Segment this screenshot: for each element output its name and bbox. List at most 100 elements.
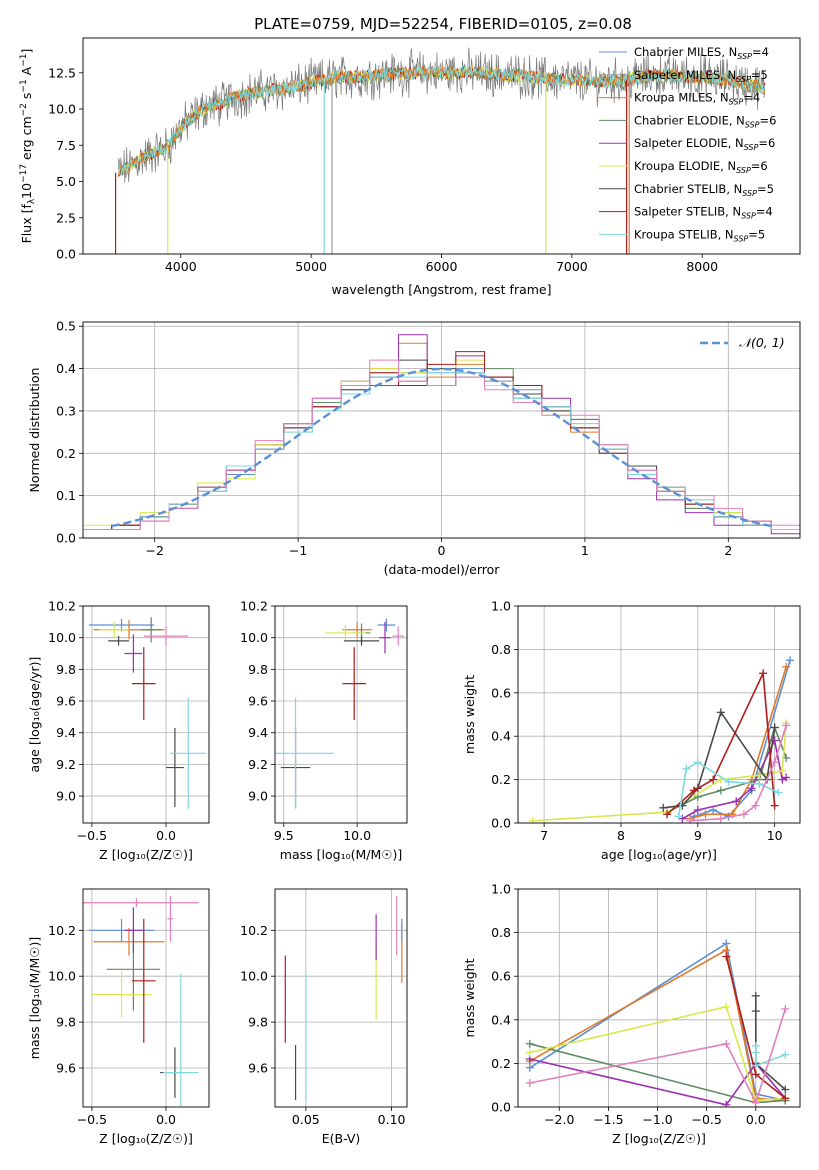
legend-label: Kroupa STELIB, NSSP=5 <box>634 227 765 243</box>
age_vs_Z-ytick-label: 9.4 <box>56 725 76 740</box>
legend-label: Chabrier MILES, NSSP=4 <box>634 45 769 61</box>
legend-label: Chabrier ELODIE, NSSP=6 <box>634 113 776 129</box>
legend-label-sub: SSP <box>729 98 744 107</box>
age_vs_mass-ytick-label: 9.0 <box>248 789 268 804</box>
legend-label: Chabrier STELIB, NSSP=5 <box>634 182 774 198</box>
age_vs_Z-ytick-label: 9.2 <box>56 757 76 772</box>
legend-label-part: Salpeter MILES, N <box>634 68 736 82</box>
weight_vs_age-series-line <box>677 761 779 817</box>
weight_vs_age-lines <box>528 656 795 823</box>
weight_vs_Z-series-line <box>529 1008 787 1105</box>
mass_vs_ebv-points <box>284 895 403 1101</box>
weight_vs_Z-xtick-label: −1.0 <box>642 1112 672 1127</box>
age_vs_mass-xtick-label: 10.0 <box>343 828 371 843</box>
residuals-xtick-label: −1 <box>289 543 307 558</box>
residuals-xtick-label: −2 <box>145 543 163 558</box>
weight_vs_age-xlabel: age [log₁₀(age/yr)] <box>601 847 717 862</box>
spectrum-ytick-label: 12.5 <box>48 65 76 80</box>
age_vs_Z-xtick-label: 0.0 <box>156 828 176 843</box>
mass_vs_ebv-xtick-label: 0.10 <box>378 1112 406 1127</box>
spectrum-ytick-label: 5.0 <box>56 174 76 189</box>
weight_vs_age-series-line <box>690 725 787 822</box>
residuals-hists <box>83 334 800 538</box>
weight_vs_Z-ytick-label: 0.6 <box>491 969 511 984</box>
legend-label-part: Kroupa MILES, N <box>634 91 729 105</box>
legend-label-sub: SSP <box>734 234 749 243</box>
spectrum-ylabel-part: ] <box>19 49 34 54</box>
weight_vs_Z-ytick-label: 0.0 <box>491 1100 511 1115</box>
legend-label-part: =5 <box>748 227 765 241</box>
weight_vs_age-xtick-label: 9 <box>694 828 702 843</box>
mass_vs_Z-points <box>83 895 199 1107</box>
mass_vs_ebv-xlabel: E(B-V) <box>322 1131 361 1146</box>
legend-label-part: Chabrier STELIB, N <box>634 182 742 196</box>
legend-label: Kroupa MILES, NSSP=4 <box>634 91 760 107</box>
age_vs_mass-ytick-label: 10.2 <box>240 599 268 614</box>
weight_vs_age-xtick-label: 10 <box>767 828 783 843</box>
residual-hist-step <box>83 359 800 538</box>
normal-legend-label: 𝒩(0, 1) <box>739 335 785 350</box>
age_vs_mass-points <box>275 618 405 809</box>
residuals-ylabel: Normed distribution <box>27 368 42 493</box>
legend-label: Salpeter STELIB, NSSP=4 <box>634 205 773 221</box>
age_vs_Z-ylabel: age [log₁₀(age/yr)] <box>27 657 42 773</box>
spectrum-ylabel-part: λ <box>27 198 37 204</box>
mass_vs_ebv-ytick-label: 9.6 <box>248 1060 268 1075</box>
spectrum-ylabel-part: erg cm <box>19 116 34 164</box>
age_vs_Z-xtick-label: −0.5 <box>77 828 107 843</box>
legend-label-part: =6 <box>760 113 777 127</box>
residuals-ytick-label: 0.5 <box>56 319 76 334</box>
legend-label-part: Chabrier MILES, N <box>634 45 737 59</box>
mass_vs_Z-ytick-label: 9.6 <box>56 1060 76 1075</box>
age_vs_Z-xlabel: Z [log₁₀(Z/Z☉)] <box>99 847 193 862</box>
residuals-ytick-label: 0.0 <box>56 531 76 546</box>
weight_vs_Z-ytick-label: 0.8 <box>491 925 511 940</box>
age_vs_Z-ytick-label: 9.0 <box>56 789 76 804</box>
weight_vs_age-xtick-label: 7 <box>540 828 548 843</box>
spectrum-ytick-label: 10.0 <box>48 102 76 117</box>
legend-label-sub: SSP <box>742 189 757 198</box>
weight_vs_Z-xlabel: Z [log₁₀(Z/Z☉)] <box>612 1131 706 1146</box>
residuals-ytick-label: 0.2 <box>56 446 76 461</box>
residuals-xtick-label: 1 <box>581 543 589 558</box>
residuals-ytick-label: 0.3 <box>56 403 76 418</box>
age_vs_mass-ytick-label: 9.8 <box>248 662 268 677</box>
spectrum-xtick-label: 8000 <box>686 259 718 274</box>
weight_vs_Z-ylabel: mass weight <box>462 958 477 1037</box>
spectrum-ytick-label: 7.5 <box>56 138 76 153</box>
spectrum-xtick-label: 6000 <box>426 259 458 274</box>
mass_vs_Z-xtick-label: 0.0 <box>156 1112 176 1127</box>
legend-label-part: =6 <box>758 136 775 150</box>
weight_vs_Z-xtick-label: −1.5 <box>593 1112 623 1127</box>
weight_vs_age-ytick-label: 0.2 <box>491 772 511 787</box>
legend-label-part: =4 <box>743 91 760 105</box>
mass_vs_Z-axes: −0.5 0.0 9.6 9.8 10.0 10.2 Z [log₁₀(Z/Z☉)] mass… <box>27 889 209 1146</box>
spectrum-xlabel: wavelength [Angstrom, rest frame] <box>331 282 551 297</box>
mass_vs_Z-ytick-label: 10.0 <box>48 969 76 984</box>
age_vs_mass-frame <box>274 605 408 824</box>
residuals-xlabel: (data-model)/error <box>384 562 501 577</box>
legend-label: Salpeter MILES, NSSP=5 <box>634 68 768 84</box>
legend-label-sub: SSP <box>737 52 752 61</box>
figure-title: PLATE=0759, MJD=52254, FIBERID=0105, z=0… <box>254 15 632 33</box>
legend-label-sub: SSP <box>745 120 760 129</box>
age_vs_Z-ytick-label: 9.6 <box>56 694 76 709</box>
mass_vs_ebv-axes: 0.05 0.10 9.6 9.8 10.0 10.2 E(B-V) <box>240 889 407 1146</box>
mass_vs_Z-ytick-label: 9.8 <box>56 1015 76 1030</box>
spectrum-model-line <box>117 64 766 177</box>
weight_vs_age-series-line <box>666 724 787 813</box>
weight_vs_Z-ytick-label: 0.4 <box>491 1012 511 1027</box>
weight_vs_Z-xtick-label: 0.0 <box>746 1112 766 1127</box>
spectrum-ylabel-part: s <box>19 93 34 104</box>
weight_vs_Z-xtick-label: −0.5 <box>691 1112 721 1127</box>
age_vs_Z-frame <box>82 605 210 824</box>
age_vs_Z-axes: −0.5 0.0 9.0 9.2 9.4 9.6 9.8 10.0 10.2 Z [log₁₀(Z… <box>27 599 209 862</box>
residuals-xtick-label: 2 <box>724 543 732 558</box>
weight_vs_age-frame <box>517 605 801 824</box>
weight_vs_Z-xtick-label: −2.0 <box>544 1112 574 1127</box>
legend-label-part: =4 <box>752 45 769 59</box>
spectrum-ylabel-part: A <box>19 66 34 79</box>
age_vs_mass-ytick-label: 9.6 <box>248 694 268 709</box>
weight_vs_Z-lines <box>525 939 790 1107</box>
